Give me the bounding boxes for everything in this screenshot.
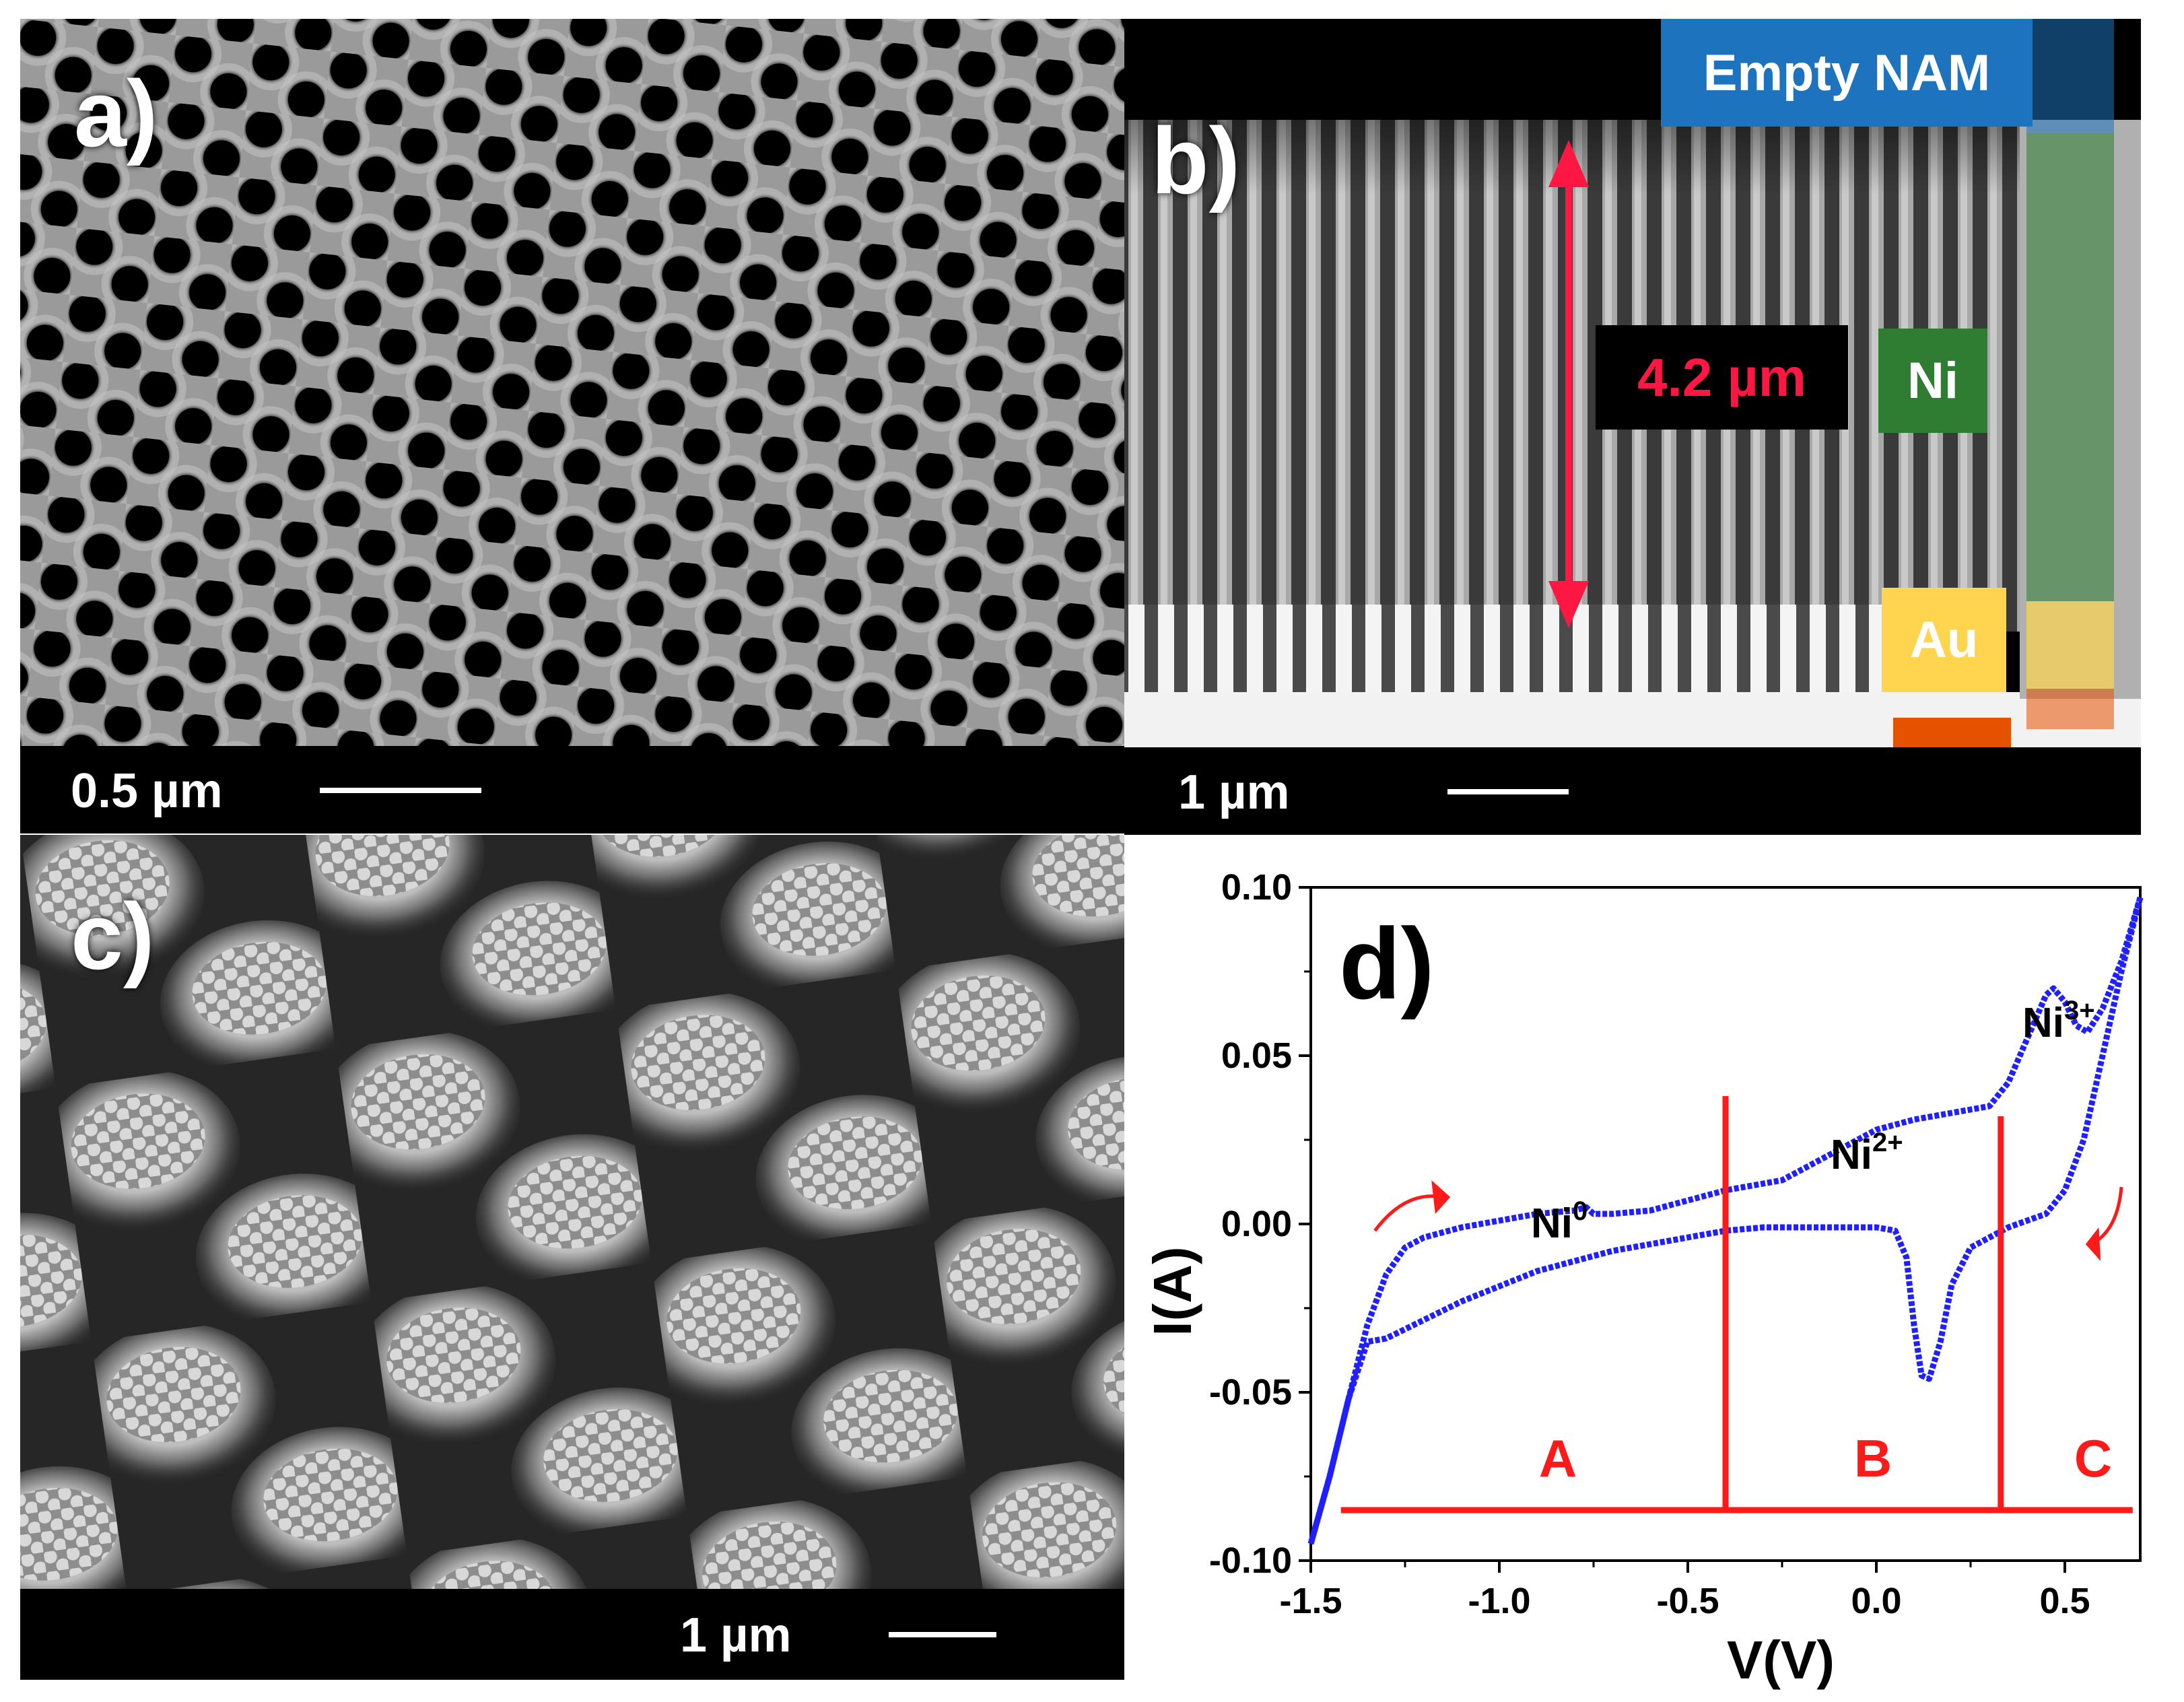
au-layer-label: Au — [1882, 588, 2006, 692]
y-tick-label: 0.00 — [1221, 1204, 1292, 1244]
panel-a-scale-text: 0.5 µm — [71, 764, 223, 818]
x-tick-label: 0.0 — [1851, 1581, 1901, 1621]
panel-b-label: b) — [1151, 108, 1241, 213]
panel-a-sem-image: a) 0.5 µm — [20, 19, 1124, 833]
panel-d-cv-chart: -1.5 -1.0 -0.5 0.0 0.5 -0.10 -0.05 0.00 0.05 0.10… — [1142, 867, 2144, 1690]
y-tick-label: -0.10 — [1209, 1540, 1292, 1581]
thickness-label: 4.2 µm — [1596, 325, 1848, 430]
panel-a-scale-line — [320, 788, 481, 793]
y-tick-label: -0.05 — [1209, 1372, 1292, 1412]
ni2-annotation: Ni2+ — [1831, 1128, 1903, 1178]
panel-b-scale-text: 1 µm — [1178, 765, 1290, 819]
panel-c-scale-line — [889, 1632, 996, 1637]
panel-b-sem-image: Empty NAM Ni Au Cu 4.2 µm b) 1 µm — [1124, 19, 2141, 835]
x-tick-label: -0.5 — [1656, 1581, 1719, 1621]
ni-layer-label: Ni — [1878, 329, 1987, 433]
ni3-annotation: Ni3+ — [2022, 996, 2095, 1046]
x-tick-label: -1.5 — [1279, 1581, 1342, 1621]
panel-b-scale-bar-strip: 1 µm — [1124, 747, 2141, 835]
panel-c-scale-bar-strip: 1 µm — [20, 1589, 1124, 1680]
ni0-annotation: Ni0 — [1531, 1196, 1588, 1247]
empty-nam-label: Empty NAM — [1661, 19, 2033, 127]
panel-c-label: c) — [71, 883, 155, 989]
forward-sweep-arrow — [1373, 1194, 1443, 1232]
cv-curve-cathodic — [1307, 896, 2144, 1545]
pore-array — [20, 19, 1124, 766]
y-axis-label: I(A) — [1142, 1246, 1202, 1336]
panel-c-sem-image: c) 1 µm — [20, 835, 1124, 1680]
panel-b-scale-line — [1447, 789, 1569, 794]
y-tick-label: 0.05 — [1221, 1035, 1292, 1076]
x-axis-label: V(V) — [1727, 1630, 1835, 1690]
panel-d-label: d) — [1339, 907, 1435, 1020]
region-b-label: B — [1854, 1429, 1892, 1488]
panel-a-label: a) — [74, 61, 158, 166]
y-tick-label: 0.10 — [1221, 867, 1292, 908]
nanowire-bundles — [20, 835, 1124, 1589]
region-a-label: A — [1539, 1429, 1577, 1488]
x-tick-label: -1.0 — [1468, 1581, 1530, 1621]
panel-a-scale-bar-strip: 0.5 µm — [20, 746, 1124, 833]
reverse-sweep-arrowhead — [2085, 1227, 2101, 1261]
cv-curve-anodic — [1307, 896, 2144, 1545]
forward-sweep-arrowhead — [1431, 1180, 1451, 1214]
x-tick-label: 0.5 — [2039, 1581, 2090, 1621]
region-c-label: C — [2074, 1429, 2112, 1488]
panel-c-scale-text: 1 µm — [680, 1608, 792, 1662]
